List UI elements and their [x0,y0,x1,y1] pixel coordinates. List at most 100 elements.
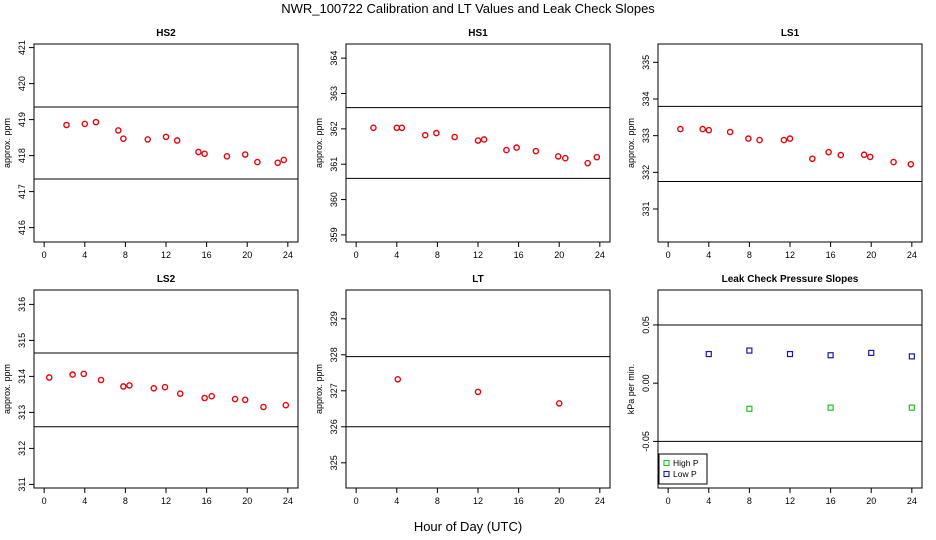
x-tick-label: 4 [706,250,711,260]
data-point [554,153,562,160]
data-point [223,153,231,160]
x-tick-label: 12 [473,250,483,260]
data-point [745,135,752,142]
x-tick-label: 12 [473,496,483,506]
x-tick-label: 4 [394,250,399,260]
y-tick-label: 363 [329,86,339,101]
y-tick-label: 311 [17,477,27,491]
data-point [126,382,133,389]
x-tick-label: 8 [435,250,440,260]
panel-title: LT [472,274,483,285]
y-tick-label: 0.05 [641,316,651,334]
legend-entry: High P [673,458,699,468]
y-tick-label: 364 [329,51,339,66]
data-point [756,136,763,144]
data-point [254,158,261,166]
x-tick-label: 24 [283,250,293,260]
data-point [451,133,458,141]
data-point [562,154,569,162]
panel-5: Leak Check Pressure Slopes 0 4 8 12 16 20 24 -0.… [626,274,923,506]
x-tick-label: 20 [554,496,564,506]
y-axis-label: kPa per min. [626,364,636,415]
y-tick-label: 418 [17,148,27,163]
y-axis-label: approx. ppm [314,364,324,414]
x-tick-label: 16 [826,496,836,506]
x-tick-label: 4 [82,496,87,506]
data-point [241,151,249,158]
y-tick-label: 325 [329,455,339,470]
x-tick-label: 12 [785,250,795,260]
data-point [120,135,127,142]
x-tick-label: 16 [514,250,524,260]
data-point [173,137,181,144]
y-tick-label: -0.05 [641,431,651,452]
data-point [827,352,834,359]
panel-3: LS2 0 4 8 12 16 20 24 311 312 313 314 315 316 approx. … [2,274,299,506]
x-tick-label: 16 [202,250,212,260]
y-tick-label: 314 [17,369,27,384]
panel-title: HS2 [156,28,176,39]
data-point [746,405,753,412]
data-point [555,400,563,407]
data-point [260,403,267,411]
data-point [474,388,482,396]
x-tick-label: 24 [907,250,917,260]
x-tick-label: 16 [826,250,836,260]
x-tick-label: 24 [595,496,605,506]
data-point [866,153,874,161]
data-point [45,374,53,381]
data-point [746,347,753,354]
data-point [150,384,158,392]
x-tick-label: 20 [866,250,876,260]
y-tick-label: 420 [17,76,27,91]
x-tick-label: 16 [514,496,524,506]
x-tick-label: 4 [82,250,87,260]
data-point [868,349,875,356]
x-tick-label: 12 [161,496,171,506]
data-point [907,160,915,168]
y-axis-label: approx. ppm [2,118,12,168]
legend-box [658,453,708,485]
y-tick-label: 316 [17,297,27,312]
data-point [908,353,915,360]
y-tick-label: 359 [329,227,339,242]
x-tick-label: 20 [866,496,876,506]
x-tick-label: 20 [242,496,252,506]
panel-title: LS2 [157,274,176,285]
x-tick-label: 8 [123,250,128,260]
x-tick-label: 4 [706,496,711,506]
x-tick-label: 24 [907,496,917,506]
data-point [161,383,169,391]
y-tick-label: 0.00 [641,374,651,392]
data-point [860,151,868,159]
data-point [231,395,239,403]
y-axis-label: approx. ppm [2,364,12,414]
y-tick-label: 331 [641,201,651,216]
y-tick-label: 328 [329,347,339,362]
data-point [890,158,897,166]
y-tick-label: 332 [641,165,651,180]
data-point [786,135,794,142]
y-tick-label: 312 [17,441,27,456]
data-point [825,148,832,156]
data-point [114,127,122,134]
data-point [532,147,540,155]
y-axis-label: approx. ppm [626,118,636,168]
data-point [433,129,440,137]
data-point [908,404,915,411]
x-tick-label: 8 [747,250,752,260]
x-tick-label: 8 [123,496,128,506]
data-point [593,153,601,161]
x-tick-label: 0 [666,250,671,260]
data-point [195,148,202,156]
data-point [705,350,712,358]
data-point [677,125,684,133]
legend-marker [663,470,670,478]
x-tick-label: 4 [394,496,399,506]
y-axis-label: approx. ppm [314,118,324,168]
x-tick-label: 8 [747,496,752,506]
y-tick-label: 333 [641,128,651,143]
